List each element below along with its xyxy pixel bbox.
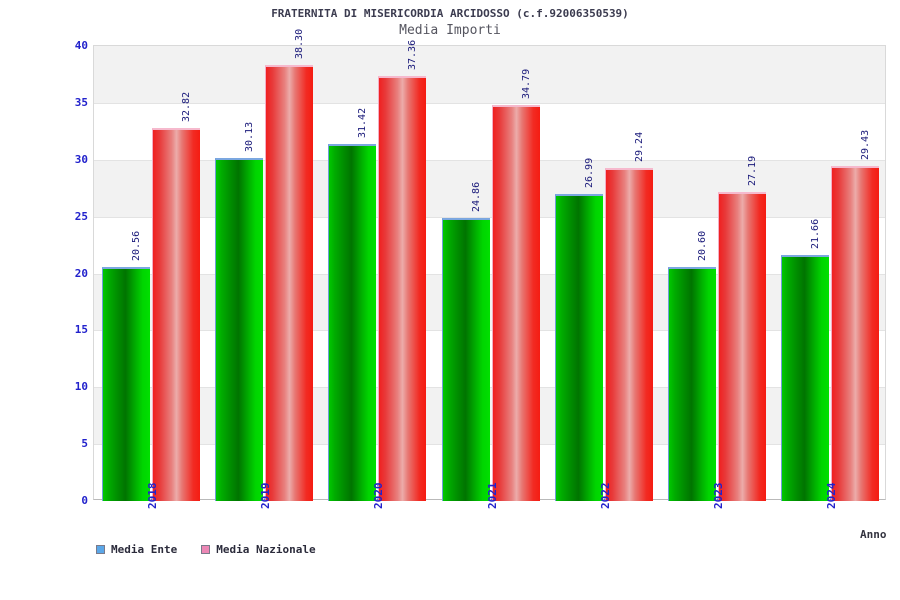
bar-value-label: 29.43: [860, 130, 872, 161]
y-axis-tick-label: 0: [81, 494, 88, 507]
bar-value-label: 21.66: [810, 218, 822, 249]
y-axis-tick-label: 25: [74, 209, 88, 223]
x-axis-tick-label: 2023: [712, 482, 726, 510]
plot-band: [94, 159, 885, 217]
bar-value-label: 24.86: [470, 182, 482, 213]
x-axis-label: Anno: [860, 528, 887, 541]
chart-subtitle: Media Importi: [399, 23, 501, 38]
bar-media-nazionale[interactable]: [718, 191, 767, 501]
bar-value-label: 32.82: [180, 91, 192, 122]
legend-label: Media Ente: [111, 542, 178, 556]
x-axis-tick-label: 2019: [258, 482, 272, 510]
bar-media-nazionale[interactable]: [831, 166, 880, 501]
legend-item[interactable]: Media Ente: [96, 543, 177, 556]
plot-band: [94, 273, 885, 331]
bar-value-label: 37.36: [407, 39, 419, 71]
y-axis-tick-label: 30: [74, 152, 88, 166]
bar-value-label: 31.42: [357, 107, 369, 138]
y-axis-tick-label: 5: [81, 437, 88, 451]
gridline: [94, 216, 885, 218]
bar-value-label: 27.19: [747, 155, 759, 186]
bar-value-label: 30.13: [243, 122, 255, 153]
x-axis-tick-label: 2022: [598, 482, 612, 510]
y-axis-tick-label: 40: [74, 39, 88, 52]
bar-value-label: 34.79: [520, 69, 532, 100]
legend-swatch-icon: [96, 544, 105, 554]
bar-media-ente[interactable]: [328, 143, 377, 501]
bar-media-ente[interactable]: [781, 254, 830, 501]
bar-value-label: 38.30: [293, 29, 305, 60]
legend-label: Media Nazionale: [216, 542, 316, 556]
y-axis-tick-label: 20: [74, 266, 88, 280]
gridline: [94, 444, 885, 446]
bar-media-nazionale[interactable]: [378, 76, 427, 501]
chart-legend: Media Ente Media Nazionale: [96, 541, 340, 557]
bar-media-ente[interactable]: [101, 267, 150, 501]
y-axis-tick-label: 35: [74, 95, 88, 109]
legend-item[interactable]: Media Nazionale: [201, 542, 316, 556]
plot-band: [94, 387, 885, 445]
gridline: [94, 159, 885, 161]
bar-media-ente[interactable]: [441, 218, 490, 501]
x-axis-tick-label: 2020: [372, 482, 386, 510]
gridline: [94, 387, 885, 389]
y-axis-tick-label: 10: [74, 380, 88, 394]
chart-title: FRATERNITA DI MISERICORDIA ARCIDOSSO (c.…: [271, 7, 629, 20]
plot-band: [94, 46, 885, 103]
bar-value-label: 20.56: [130, 231, 142, 262]
gridline: [94, 273, 885, 275]
gridline: [94, 102, 885, 104]
gridline: [94, 330, 885, 332]
bar-value-label: 20.60: [697, 230, 709, 261]
bar-value-label: 26.99: [583, 157, 595, 188]
bar-media-ente[interactable]: [554, 193, 603, 501]
plot-area: 20.56 32.82 30.13 38.30 31.42 37.36 24.86 34.79…: [93, 29, 886, 501]
bar-media-nazionale[interactable]: [264, 65, 313, 501]
bar-media-nazionale[interactable]: [604, 168, 653, 501]
bar-media-nazionale[interactable]: [151, 127, 200, 501]
legend-swatch-icon: [201, 544, 211, 554]
x-axis-tick-label: 2021: [485, 482, 499, 510]
y-axis-tick-label: 15: [74, 323, 88, 337]
bar-media-nazionale[interactable]: [491, 105, 540, 501]
x-axis-tick-label: 2024: [825, 482, 839, 510]
bar-value-label: 29.24: [633, 132, 645, 163]
bar-media-ente[interactable]: [668, 266, 717, 501]
bar-media-ente[interactable]: [214, 158, 263, 501]
x-axis-tick-label: 2018: [145, 482, 159, 510]
